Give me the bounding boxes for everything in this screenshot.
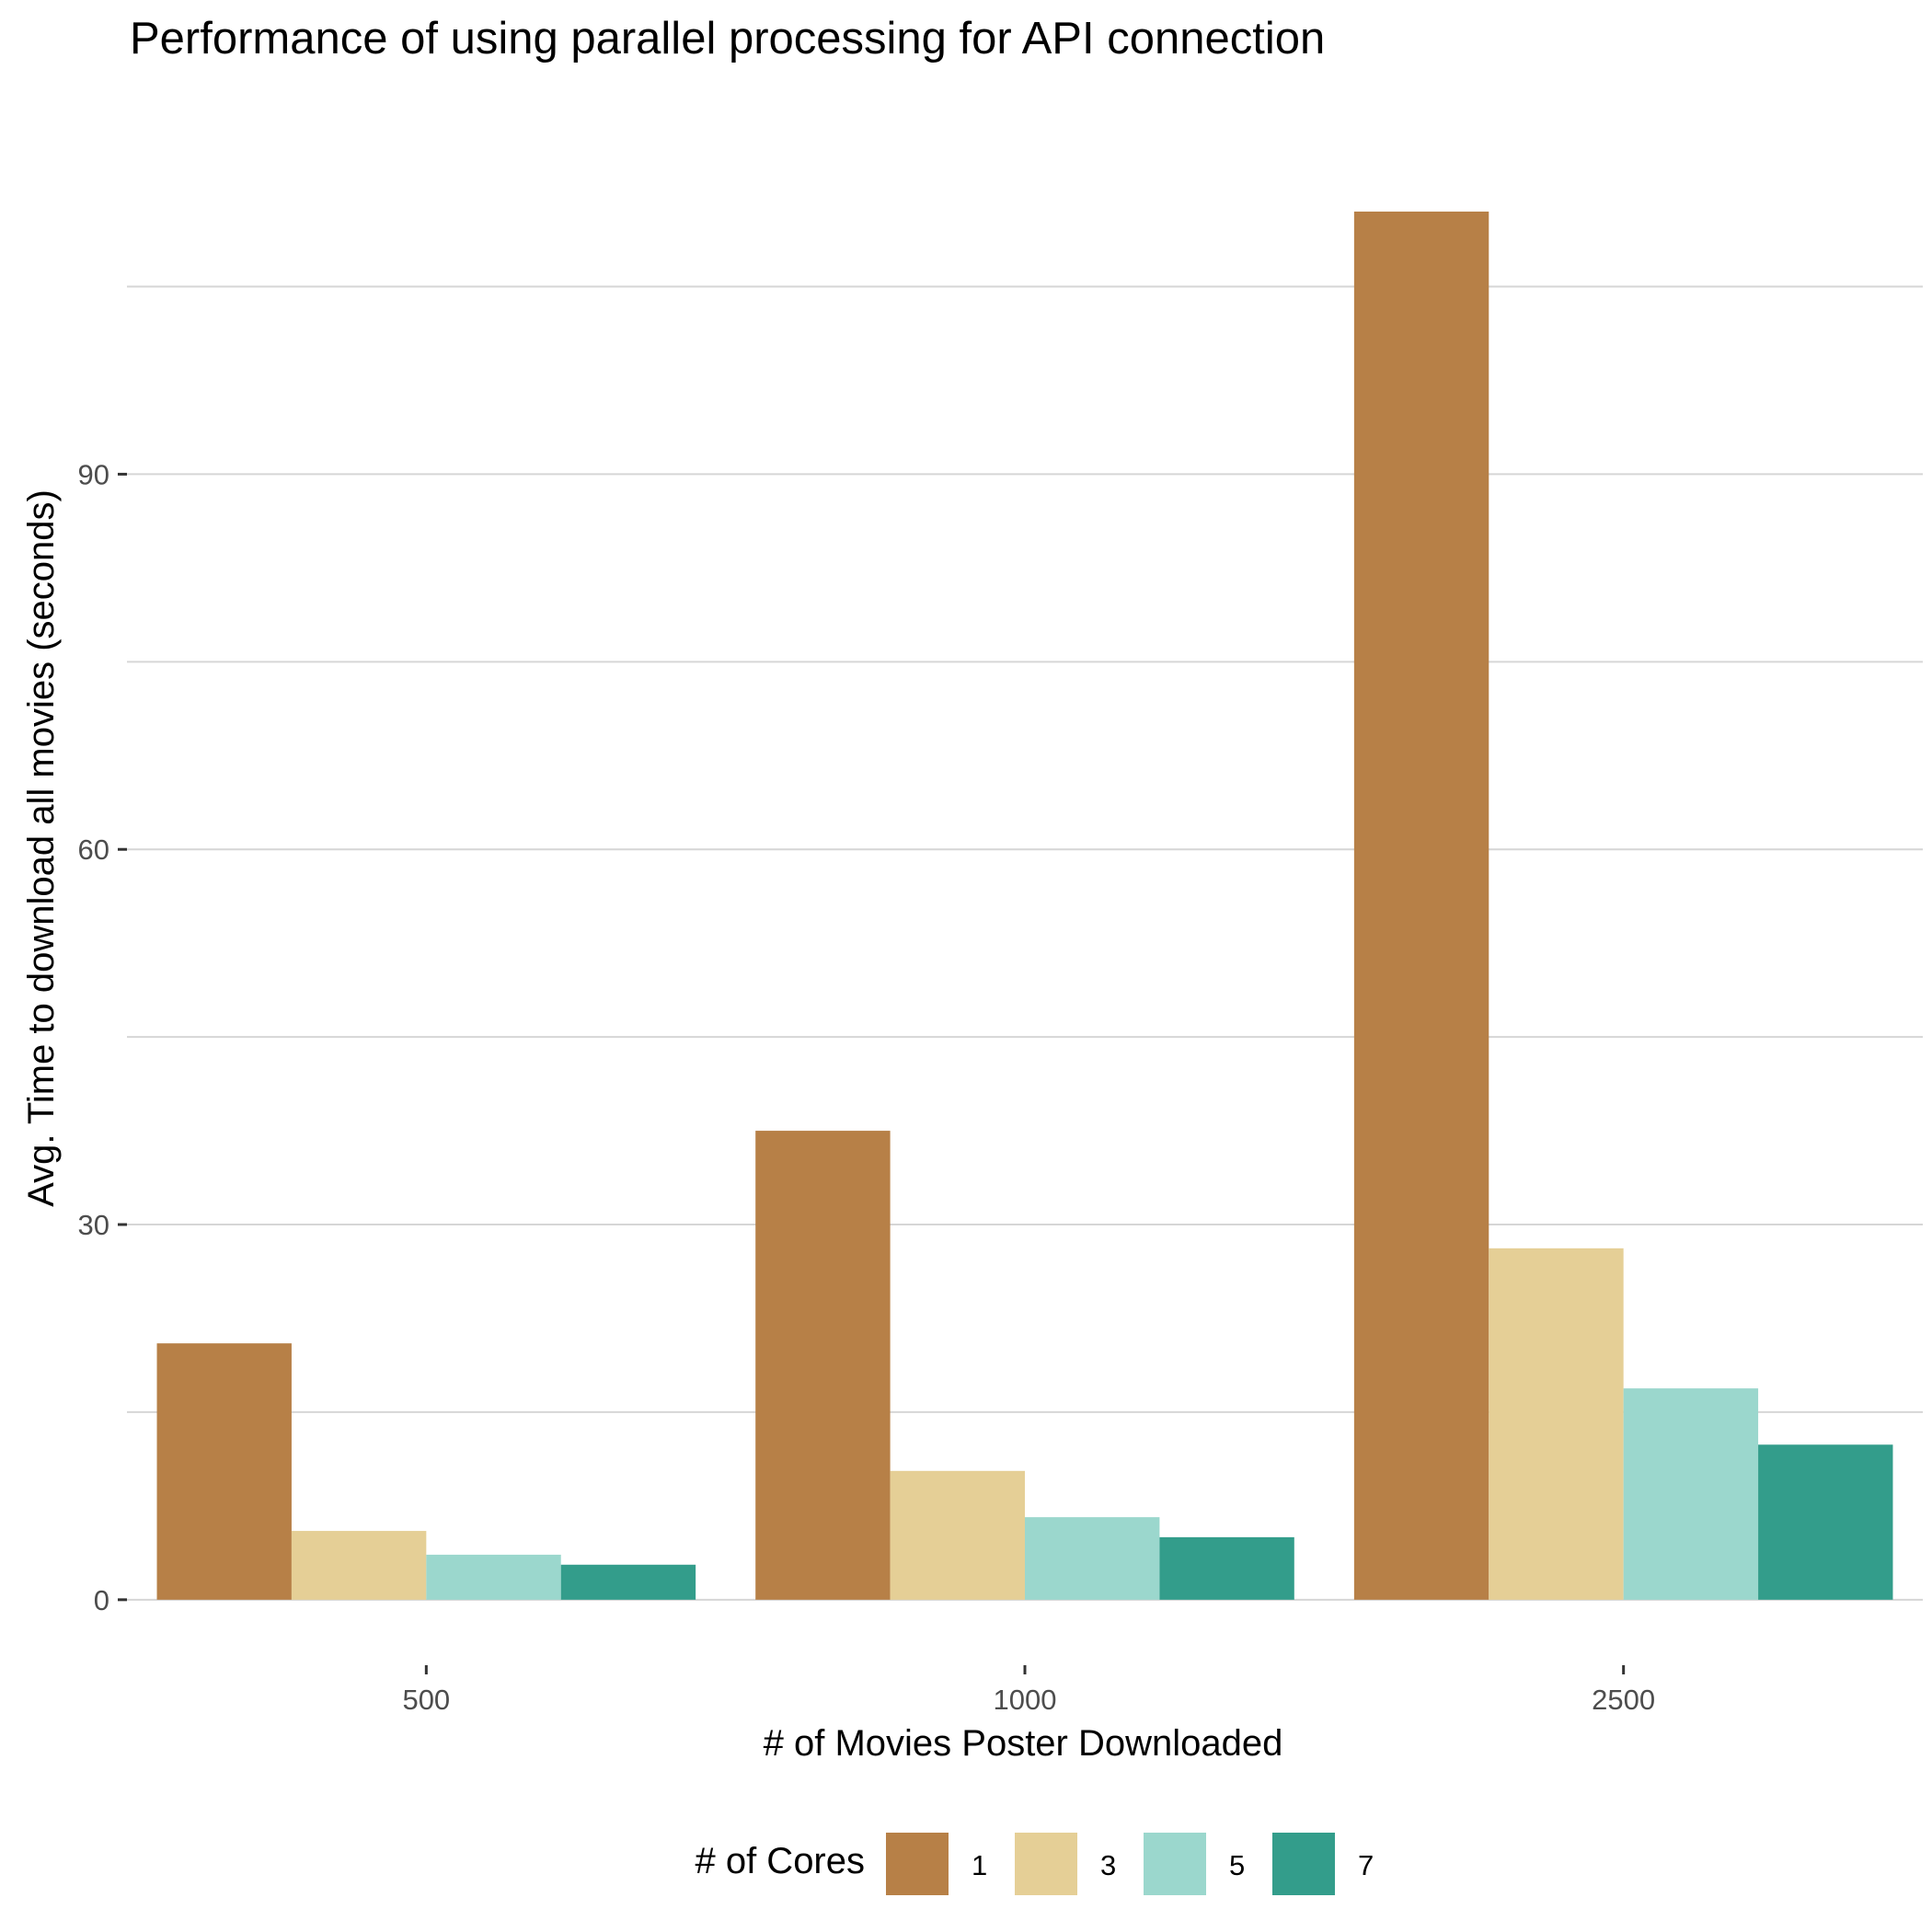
bar xyxy=(1025,1517,1160,1600)
bar xyxy=(755,1131,891,1600)
legend-key xyxy=(1013,1831,1079,1897)
x-axis: 500 1000 2500 xyxy=(402,1665,1655,1716)
bars xyxy=(156,211,1893,1600)
legend-label: 3 xyxy=(1100,1849,1116,1881)
legend: # of Cores 1 3 5 7 xyxy=(695,1831,1374,1897)
legend-label: 1 xyxy=(972,1849,987,1881)
x-tick-label: 500 xyxy=(402,1684,450,1716)
legend-label: 7 xyxy=(1358,1849,1374,1881)
bar xyxy=(291,1531,427,1600)
y-axis: 0 30 60 90 xyxy=(78,458,127,1616)
legend-key xyxy=(884,1831,950,1897)
bar xyxy=(426,1554,561,1600)
y-tick-label: 30 xyxy=(78,1209,109,1241)
y-tick-label: 90 xyxy=(78,458,109,490)
bar xyxy=(156,1343,292,1600)
chart-title: Performance of using parallel processing… xyxy=(130,14,1325,63)
legend-title: # of Cores xyxy=(695,1841,865,1881)
y-axis-title: Avg. Time to download all movies (second… xyxy=(21,489,62,1207)
x-tick-label: 1000 xyxy=(994,1684,1057,1716)
y-tick-label: 60 xyxy=(78,834,109,866)
legend-key xyxy=(1142,1831,1208,1897)
bar xyxy=(1159,1536,1294,1600)
bar xyxy=(1623,1388,1759,1600)
bar xyxy=(1353,211,1489,1600)
bar xyxy=(560,1564,696,1600)
bar xyxy=(890,1470,1025,1600)
bar xyxy=(1489,1248,1624,1600)
x-tick-label: 2500 xyxy=(1592,1684,1655,1716)
legend-label: 5 xyxy=(1229,1849,1245,1881)
x-axis-title: # of Movies Poster Downloaded xyxy=(764,1723,1283,1764)
grid-lines xyxy=(127,285,1923,1601)
bar xyxy=(1758,1444,1893,1600)
y-tick-label: 0 xyxy=(94,1584,109,1616)
legend-key xyxy=(1271,1831,1337,1897)
